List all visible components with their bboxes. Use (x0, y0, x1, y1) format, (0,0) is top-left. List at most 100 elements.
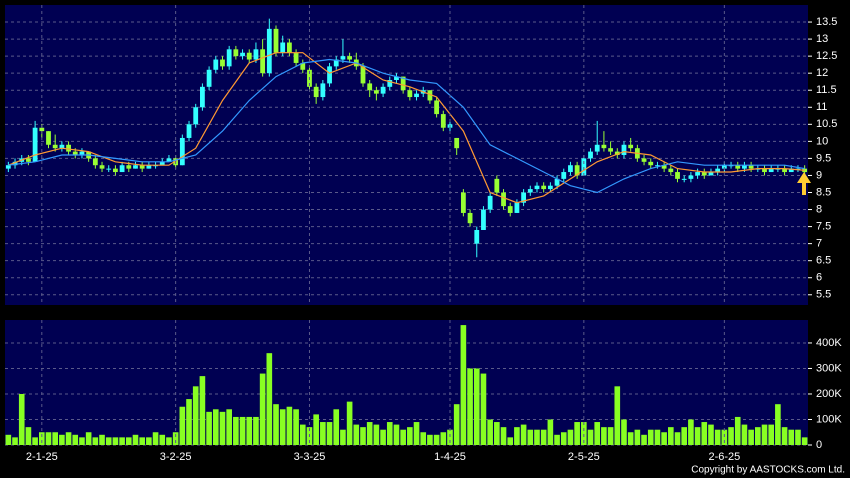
volume-bar (540, 429, 547, 445)
candle-body (206, 69, 212, 87)
candle-body (407, 90, 413, 98)
candle-body (139, 165, 145, 169)
candle-body (333, 59, 339, 67)
y-tick-label: 5.5 (816, 289, 831, 301)
volume-bar (259, 373, 266, 445)
volume-bar (668, 427, 674, 445)
candle-body (213, 59, 219, 70)
y-tick-label: 100K (816, 413, 842, 425)
candle-body (474, 230, 480, 244)
volume-bar (179, 406, 186, 445)
candle-body (260, 49, 266, 74)
volume-bar (85, 432, 92, 445)
candle-body (373, 90, 379, 94)
y-tick-label: 10.5 (816, 118, 837, 130)
candle-body (327, 66, 332, 84)
y-tick-label: 6.5 (816, 255, 831, 267)
candle-body (501, 192, 506, 207)
volume-bar (393, 424, 400, 445)
candle-body (721, 165, 727, 169)
volume-bar (547, 419, 554, 445)
price-panel (5, 5, 808, 305)
volume-bar (186, 399, 192, 445)
candle-body (675, 172, 680, 179)
candle-body (601, 144, 607, 149)
candle-body (762, 168, 767, 173)
volume-bar (748, 429, 754, 445)
volume-bar (45, 432, 52, 445)
volume-bar (25, 427, 32, 445)
candle-body (541, 185, 547, 190)
candle-body (561, 172, 567, 179)
candle-body (313, 86, 319, 98)
candle-body (273, 28, 279, 53)
volume-bar (139, 437, 145, 445)
last-price-arrow (797, 172, 811, 195)
volume-bar (380, 429, 386, 445)
candle-body (286, 42, 292, 53)
candle-body (12, 161, 18, 166)
y-tick-label: 7 (816, 238, 822, 250)
candle-body (588, 151, 593, 159)
candle-body (233, 49, 239, 57)
volume-bar (233, 416, 239, 445)
x-tick-label: 3-2-25 (160, 451, 192, 463)
volume-bar (333, 409, 340, 445)
volume-bar (199, 376, 206, 445)
candle-body (527, 189, 533, 193)
x-tick-label: 2-5-25 (568, 451, 600, 463)
volume-bar (79, 437, 85, 445)
y-tick-label: 10 (816, 135, 828, 147)
candle-body (574, 165, 580, 176)
volume-bar (18, 393, 25, 445)
candle-body (52, 144, 58, 149)
volume-bar (226, 409, 232, 445)
volume-bar (346, 401, 353, 445)
y-tick-label: 12.5 (816, 50, 837, 62)
volume-bar (353, 424, 360, 445)
candle-body (521, 192, 527, 203)
y-tick-label: 300K (816, 362, 842, 374)
candle-body (79, 151, 85, 155)
candle-body (220, 59, 225, 67)
volume-bar (801, 437, 808, 445)
volume-bar (286, 406, 293, 445)
y-tick-label: 6 (816, 272, 822, 284)
volume-bar (647, 429, 654, 445)
candle-body (293, 52, 299, 63)
volume-bar (326, 422, 333, 445)
candle-body (387, 80, 393, 87)
candle-body (681, 178, 687, 180)
volume-bar (567, 429, 574, 445)
candle-body (514, 202, 520, 213)
volume-bar (386, 422, 393, 445)
candle-body (581, 158, 587, 176)
volume-bar (674, 432, 681, 445)
volume-bar (159, 434, 166, 445)
candle-body (427, 90, 433, 101)
volume-bar (621, 419, 627, 445)
candle-body (460, 192, 466, 213)
volume-bar (99, 434, 105, 445)
volume-bar (654, 429, 661, 445)
volume-bar (480, 373, 487, 445)
volume-bar (534, 429, 540, 445)
volume-bar (420, 432, 427, 445)
volume-bar (212, 409, 219, 445)
candle-body (467, 212, 473, 224)
candle-body (193, 107, 199, 125)
volume-bar (172, 432, 179, 445)
candle-body (648, 161, 654, 166)
volume-bar (152, 432, 159, 445)
volume-bar (601, 427, 607, 445)
y-tick-label: 8.5 (816, 186, 831, 198)
volume-bar (266, 353, 273, 445)
candle-body (166, 158, 172, 162)
volume-bar (460, 325, 467, 445)
candle-body (494, 178, 500, 193)
volume-bar (594, 422, 601, 445)
candle-body (614, 151, 620, 155)
volume-bar (400, 429, 406, 445)
volume-bar (681, 427, 688, 445)
